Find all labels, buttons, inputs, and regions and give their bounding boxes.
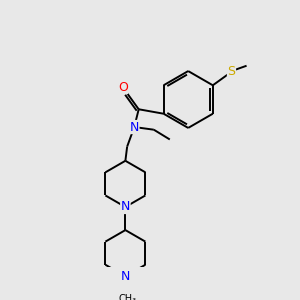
- Text: N: N: [121, 270, 130, 283]
- Text: CH₃: CH₃: [118, 294, 136, 300]
- Text: S: S: [227, 64, 236, 78]
- Text: N: N: [121, 200, 130, 214]
- Text: N: N: [130, 121, 139, 134]
- Text: O: O: [118, 81, 128, 94]
